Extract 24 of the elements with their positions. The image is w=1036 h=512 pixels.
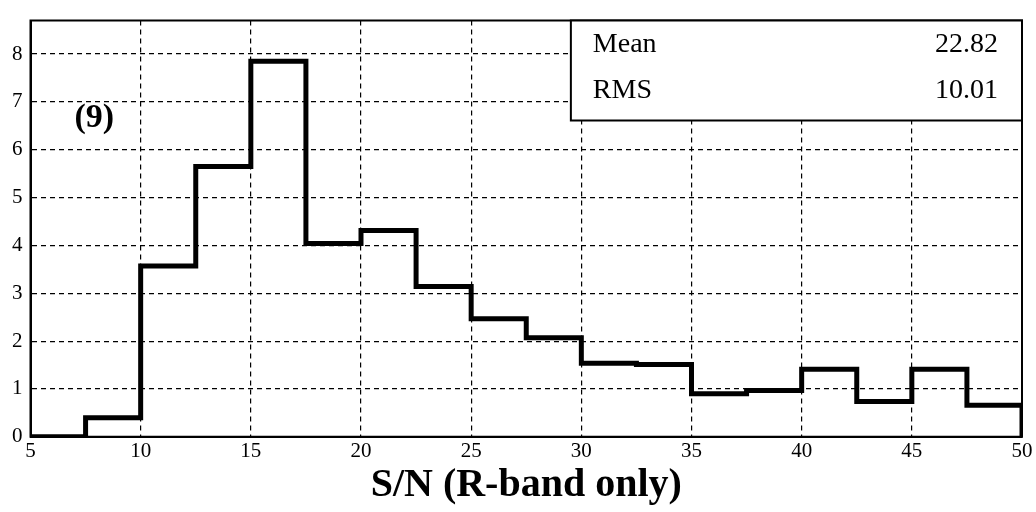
y-tick-label: 6	[12, 136, 23, 161]
y-tick-label: 8	[12, 40, 23, 65]
x-tick-label: 45	[901, 437, 923, 462]
annotation: 22.82	[935, 26, 998, 58]
annotation: (9)	[74, 97, 115, 136]
x-tick-label: 35	[681, 437, 702, 462]
y-tick-label: 3	[12, 279, 23, 304]
y-tick-label: 5	[12, 184, 23, 209]
x-tick-label: 15	[240, 437, 262, 462]
y-tick-label: 7	[12, 88, 23, 113]
x-tick-label: 30	[570, 437, 592, 462]
y-tick-label: 4	[12, 231, 23, 256]
x-tick-label: 40	[791, 437, 813, 462]
x-tick-label: 10	[130, 437, 152, 462]
annotation: RMS	[592, 72, 653, 104]
x-tick-label: 20	[350, 437, 372, 462]
annotation: 10.01	[935, 72, 998, 104]
x-tick-label: 50	[1011, 437, 1033, 462]
y-tick-label: 1	[12, 375, 23, 400]
annotation: Mean	[592, 26, 657, 58]
x-axis-title: S/N (R-band only)	[370, 460, 682, 506]
y-tick-label: 2	[12, 327, 23, 352]
x-tick-label: 25	[460, 437, 482, 462]
y-tick-label: 0	[12, 423, 23, 448]
